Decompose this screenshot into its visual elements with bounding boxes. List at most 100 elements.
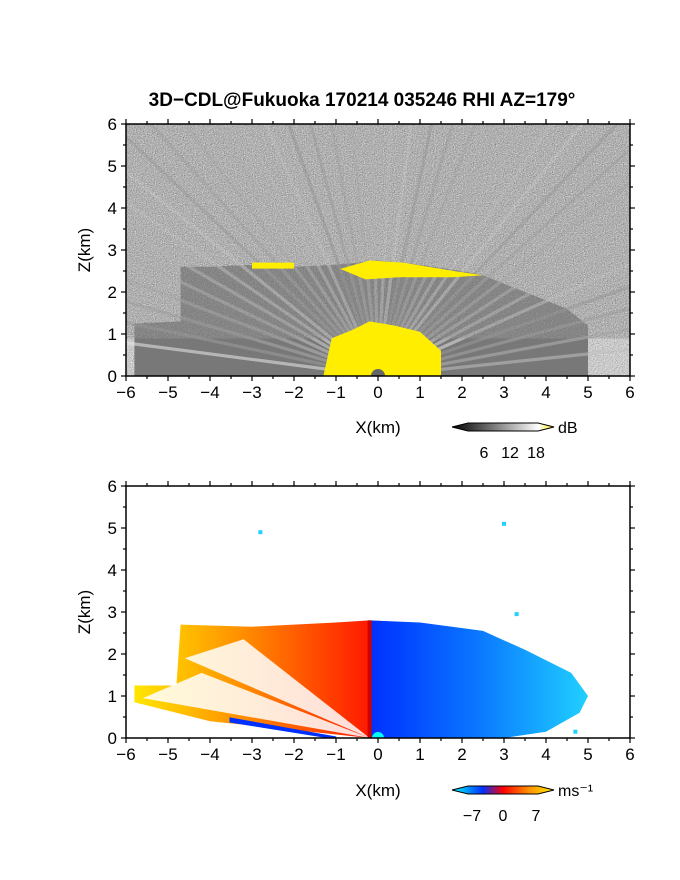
reflectivity-y-tick-label: 0 xyxy=(108,367,117,386)
velocity-colorbar-unit: ms⁻¹ xyxy=(558,783,593,800)
reflectivity-colorbar-unit: dB xyxy=(558,420,578,437)
reflectivity-y-label: Z(km) xyxy=(75,228,94,272)
reflectivity-y-tick-label: 1 xyxy=(108,325,117,344)
velocity-x-tick-label: −2 xyxy=(284,745,303,764)
reflectivity-streak xyxy=(126,228,379,376)
reflectivity-streak xyxy=(377,237,630,376)
reflectivity-streak xyxy=(126,277,379,376)
velocity-y-tick-label: 0 xyxy=(108,729,117,748)
reflectivity-cloud-top xyxy=(340,260,483,280)
reflectivity-streak xyxy=(376,124,526,376)
reflectivity-x-label: X(km) xyxy=(355,418,400,437)
radar-site xyxy=(372,732,384,738)
reflectivity-y-tick-label: 4 xyxy=(108,199,117,218)
reflectivity-streak xyxy=(377,327,630,376)
velocity-x-tick-label: −4 xyxy=(200,745,219,764)
velocity-speckle xyxy=(514,612,519,617)
reflectivity-clear-air xyxy=(126,124,630,339)
velocity-x-tick-label: −6 xyxy=(116,745,135,764)
velocity-x-axis: −6 −5 −4 −3 −2 −1 0 1 2 3 4 5 6 xyxy=(116,481,635,764)
velocity-speckle xyxy=(258,530,263,535)
velocity-x-label: X(km) xyxy=(355,781,400,800)
velocity-y-tick-label: 1 xyxy=(108,687,117,706)
velocity-gap-wedge xyxy=(142,672,370,738)
reflectivity-streak xyxy=(376,124,477,376)
velocity-colorbar: ms⁻¹ −7 0 7 xyxy=(451,783,593,825)
reflectivity-streak xyxy=(126,254,379,376)
reflectivity-streak xyxy=(376,124,500,376)
velocity-y-tick-label: 5 xyxy=(108,519,117,538)
reflectivity-colorbar-tick: 6 xyxy=(480,445,489,462)
reflectivity-x-tick-label: 2 xyxy=(457,383,466,402)
reflectivity-streak xyxy=(264,124,380,376)
reflectivity-streak xyxy=(377,285,630,376)
reflectivity-streak xyxy=(377,262,630,376)
velocity-y-tick-label: 4 xyxy=(108,561,117,580)
velocity-y-tick-label: 2 xyxy=(108,645,117,664)
velocity-y-axis: 0 1 2 3 4 5 6 xyxy=(108,477,635,748)
reflectivity-streak xyxy=(376,124,434,376)
velocity-x-tick-label: 4 xyxy=(541,745,550,764)
velocity-colorbar-tick: 7 xyxy=(532,808,541,825)
reflectivity-colorbar-bar xyxy=(451,422,555,432)
velocity-x-tick-label: −5 xyxy=(158,745,177,764)
reflectivity-streak xyxy=(126,341,379,376)
velocity-colorbar-bar xyxy=(451,785,555,795)
reflectivity-streak xyxy=(287,124,380,376)
reflectivity-streak xyxy=(126,299,379,376)
velocity-x-tick-label: 6 xyxy=(625,745,634,764)
reflectivity-streak xyxy=(376,124,455,376)
reflectivity-x-tick-label: 1 xyxy=(415,383,424,402)
velocity-speckle xyxy=(573,729,578,734)
reflectivity-x-tick-label: −4 xyxy=(200,383,219,402)
reflectivity-streak xyxy=(377,306,630,376)
velocity-surface-edge xyxy=(229,717,337,738)
reflectivity-streak xyxy=(308,124,380,376)
velocity-x-tick-label: 1 xyxy=(415,745,424,764)
velocity-y-tick-label: 3 xyxy=(108,603,117,622)
velocity-x-tick-label: 0 xyxy=(373,745,382,764)
reflectivity-x-tick-label: −1 xyxy=(326,383,345,402)
reflectivity-streak xyxy=(126,320,379,376)
figure-title: 3D−CDL@Fukuoka 170214 035246 RHI AZ=179° xyxy=(149,90,576,111)
reflectivity-x-tick-label: 3 xyxy=(499,383,508,402)
velocity-negative-region xyxy=(369,620,588,738)
velocity-speckle xyxy=(502,521,506,526)
reflectivity-colorbar-tick: 12 xyxy=(501,445,519,462)
velocity-x-tick-label: −3 xyxy=(242,745,261,764)
reflectivity-x-tick-label: 0 xyxy=(373,383,382,402)
reflectivity-colorbar: dB 6 12 18 xyxy=(451,420,578,462)
reflectivity-x-tick-label: −3 xyxy=(242,383,261,402)
reflectivity-x-tick-label: −5 xyxy=(158,383,177,402)
reflectivity-echo xyxy=(126,124,630,376)
reflectivity-streak xyxy=(329,124,380,376)
velocity-x-tick-label: 2 xyxy=(457,745,466,764)
velocity-x-tick-label: 5 xyxy=(583,745,592,764)
reflectivity-x-tick-label: 6 xyxy=(625,383,634,402)
reflectivity-y-tick-label: 6 xyxy=(108,115,117,134)
velocity-colorbar-tick: −7 xyxy=(463,808,481,825)
reflectivity-x-tick-label: 4 xyxy=(541,383,550,402)
reflectivity-cloud-top-left xyxy=(252,262,294,269)
velocity-echo xyxy=(134,521,588,738)
reflectivity-x-tick-label: −2 xyxy=(284,383,303,402)
velocity-x-tick-label: 3 xyxy=(499,745,508,764)
velocity-colorbar-tick: 0 xyxy=(499,808,508,825)
reflectivity-streak xyxy=(239,124,380,376)
reflectivity-streak xyxy=(377,347,630,376)
reflectivity-colorbar-tick: 18 xyxy=(527,445,545,462)
reflectivity-y-axis: 0 1 2 3 4 5 6 xyxy=(108,115,635,386)
velocity-y-tick-label: 6 xyxy=(108,477,117,496)
reflectivity-x-tick-label: 5 xyxy=(583,383,592,402)
radar-site xyxy=(371,369,385,376)
reflectivity-y-tick-label: 5 xyxy=(108,157,117,176)
reflectivity-y-tick-label: 3 xyxy=(108,241,117,260)
velocity-gap-wedge xyxy=(184,639,370,738)
reflectivity-core xyxy=(323,321,441,376)
velocity-x-tick-label: −1 xyxy=(326,745,345,764)
velocity-y-label: Z(km) xyxy=(75,590,94,634)
reflectivity-x-tick-label: −6 xyxy=(116,383,135,402)
